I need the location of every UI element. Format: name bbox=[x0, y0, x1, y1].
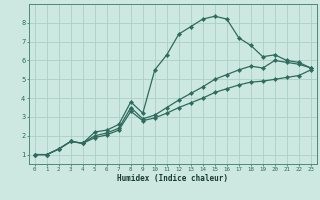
X-axis label: Humidex (Indice chaleur): Humidex (Indice chaleur) bbox=[117, 174, 228, 183]
